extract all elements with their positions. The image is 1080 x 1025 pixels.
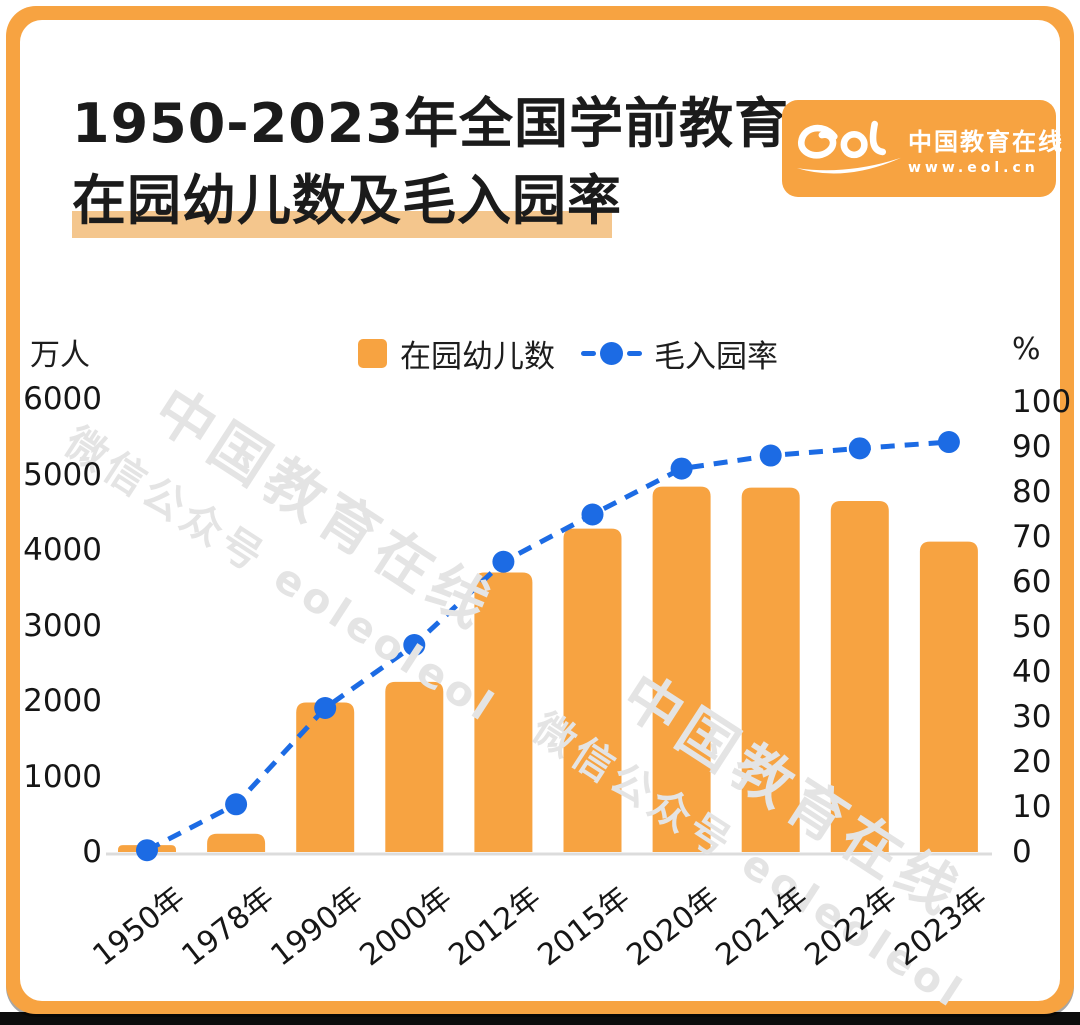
legend-dot-icon bbox=[600, 342, 623, 365]
logo-url: www.eol.cn bbox=[908, 159, 1039, 176]
title-line-1: 1950-2023年全国学前教育 bbox=[72, 92, 789, 155]
legend-dash-icon bbox=[627, 351, 642, 356]
page-bottom-shadow bbox=[0, 1012, 1080, 1025]
legend-bar-swatch-icon bbox=[358, 339, 387, 368]
title-highlight bbox=[72, 211, 612, 239]
legend-bar-label: 在园幼儿数 bbox=[400, 339, 555, 375]
eol-logo-icon bbox=[796, 120, 902, 173]
legend: 在园幼儿数 毛入园率 bbox=[358, 331, 778, 376]
legend-line-label: 毛入园率 bbox=[654, 339, 778, 375]
legend-line-marker-icon bbox=[581, 342, 642, 365]
right-axis-unit: % bbox=[1012, 332, 1041, 367]
left-axis-unit: 万人 bbox=[30, 338, 90, 373]
logo-brand: 中国教育在线 bbox=[908, 127, 1064, 156]
title-line-2: 在园幼儿数及毛入园率 bbox=[72, 163, 789, 240]
eol-logo: 中国教育在线 www.eol.cn bbox=[782, 100, 1062, 197]
legend-dash-icon bbox=[581, 351, 596, 356]
page-title: 1950-2023年全国学前教育 在园幼儿数及毛入园率 bbox=[72, 86, 789, 239]
logo-text-block: 中国教育在线 www.eol.cn bbox=[908, 122, 1064, 176]
